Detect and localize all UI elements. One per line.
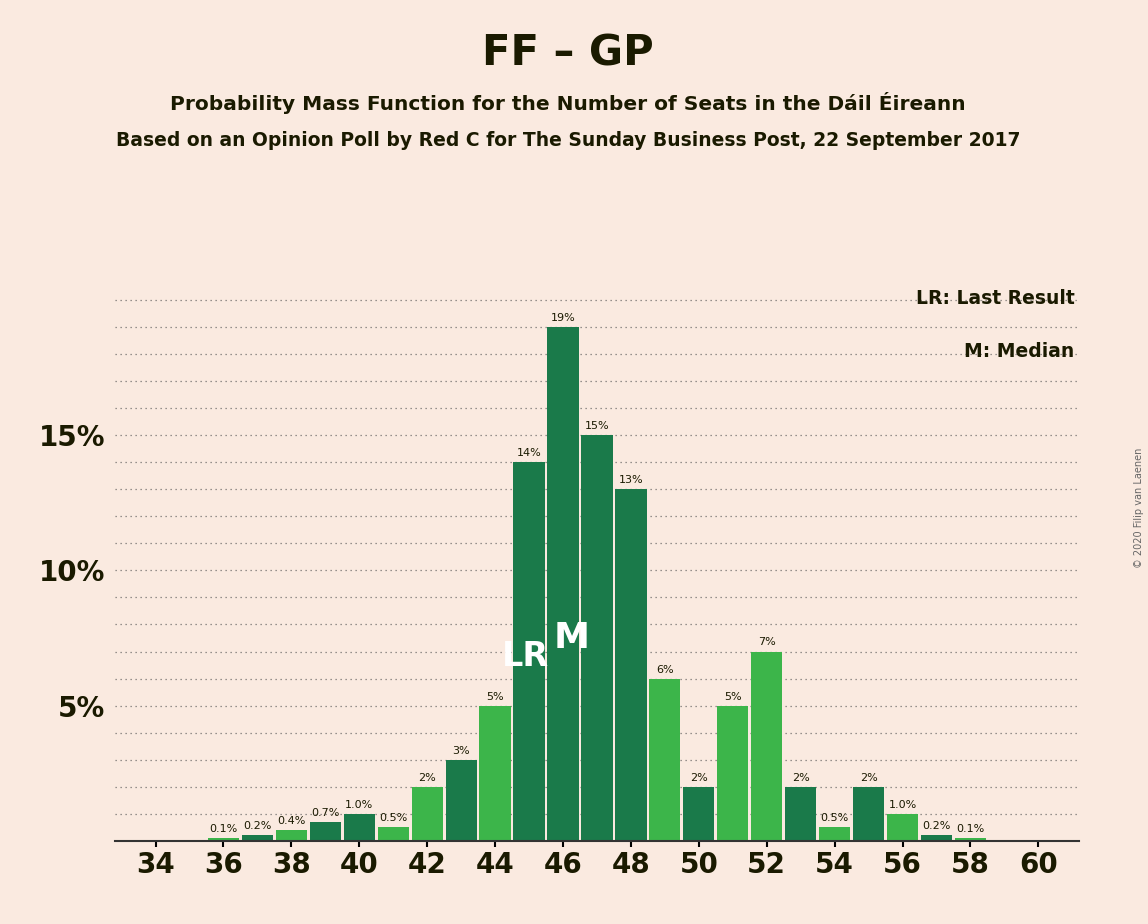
Text: 19%: 19% xyxy=(551,313,575,323)
Text: 2%: 2% xyxy=(418,772,436,783)
Text: LR: Last Result: LR: Last Result xyxy=(916,289,1075,309)
Text: 1.0%: 1.0% xyxy=(889,800,917,809)
Text: M: M xyxy=(553,621,589,655)
Text: Probability Mass Function for the Number of Seats in the Dáil Éireann: Probability Mass Function for the Number… xyxy=(170,92,967,115)
Bar xyxy=(513,462,544,841)
Text: 0.4%: 0.4% xyxy=(277,816,305,826)
Bar xyxy=(208,838,239,841)
Text: 14%: 14% xyxy=(517,448,542,458)
Bar xyxy=(378,827,409,841)
Bar xyxy=(343,814,375,841)
Text: 15%: 15% xyxy=(584,421,610,432)
Text: LR: LR xyxy=(502,640,549,674)
Bar xyxy=(650,678,681,841)
Text: 5%: 5% xyxy=(724,691,742,701)
Text: M: Median: M: Median xyxy=(964,342,1075,361)
Text: 2%: 2% xyxy=(690,772,707,783)
Bar xyxy=(887,814,918,841)
Bar xyxy=(242,835,273,841)
Bar xyxy=(853,786,884,841)
Bar xyxy=(615,490,646,841)
Text: 13%: 13% xyxy=(619,475,643,485)
Text: 0.2%: 0.2% xyxy=(243,821,272,832)
Bar xyxy=(548,327,579,841)
Bar xyxy=(819,827,851,841)
Bar xyxy=(480,706,511,841)
Text: Based on an Opinion Poll by Red C for The Sunday Business Post, 22 September 201: Based on an Opinion Poll by Red C for Th… xyxy=(116,131,1021,151)
Text: 2%: 2% xyxy=(860,772,877,783)
Text: 0.7%: 0.7% xyxy=(311,808,340,818)
Text: 0.1%: 0.1% xyxy=(209,824,238,834)
Bar xyxy=(445,760,476,841)
Text: 0.5%: 0.5% xyxy=(821,813,848,823)
Text: 0.1%: 0.1% xyxy=(956,824,985,834)
Bar xyxy=(581,435,613,841)
Text: 3%: 3% xyxy=(452,746,470,756)
Bar xyxy=(683,786,714,841)
Bar xyxy=(751,651,782,841)
Bar xyxy=(310,822,341,841)
Text: 1.0%: 1.0% xyxy=(346,800,373,809)
Text: FF – GP: FF – GP xyxy=(482,32,654,74)
Bar xyxy=(276,830,307,841)
Bar xyxy=(718,706,748,841)
Bar xyxy=(412,786,443,841)
Text: 7%: 7% xyxy=(758,638,776,648)
Text: 0.5%: 0.5% xyxy=(379,813,408,823)
Text: 5%: 5% xyxy=(487,691,504,701)
Bar xyxy=(955,838,986,841)
Text: 6%: 6% xyxy=(656,664,674,675)
Text: © 2020 Filip van Laenen: © 2020 Filip van Laenen xyxy=(1134,448,1143,568)
Bar xyxy=(785,786,816,841)
Text: 0.2%: 0.2% xyxy=(922,821,951,832)
Bar xyxy=(921,835,952,841)
Text: 2%: 2% xyxy=(792,772,809,783)
